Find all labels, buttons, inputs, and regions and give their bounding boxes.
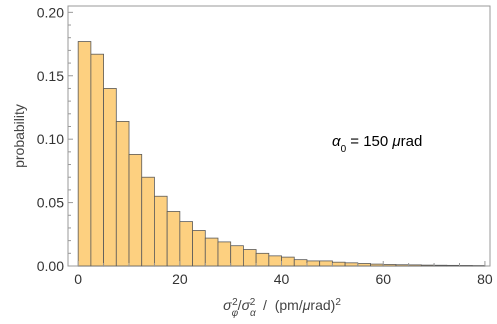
x-tick-label: 0 xyxy=(74,271,82,287)
x-axis-label: σφ2/σα2 / (pm/μrad)2 xyxy=(223,297,341,319)
histogram-bar xyxy=(331,261,346,267)
x-tick-label: 20 xyxy=(172,271,188,287)
histogram-bar xyxy=(382,264,397,267)
histogram-bar xyxy=(179,221,193,267)
histogram-bars xyxy=(77,41,486,267)
histogram-bar xyxy=(268,255,282,267)
histogram-bar xyxy=(306,260,321,267)
histogram-bar xyxy=(433,264,448,267)
histogram-bar xyxy=(459,265,473,267)
y-tick-label: 0.05 xyxy=(37,195,64,211)
histogram-bar xyxy=(128,153,143,267)
histogram-bar xyxy=(357,263,371,267)
histogram-bar xyxy=(217,241,232,267)
histogram-bar xyxy=(243,249,257,267)
histogram-bar xyxy=(90,53,104,267)
histogram-bar xyxy=(319,260,333,267)
y-tick-label: 0.00 xyxy=(37,258,64,274)
histogram-bar xyxy=(446,264,460,267)
histogram-bar xyxy=(420,264,435,267)
x-tick-label: 60 xyxy=(375,271,391,287)
histogram-bar xyxy=(344,262,359,267)
histogram-bar xyxy=(204,237,219,267)
histogram-bar xyxy=(192,230,206,267)
histogram-bar xyxy=(395,264,410,267)
histogram-bar xyxy=(154,195,168,267)
histogram-bar xyxy=(141,176,155,267)
histogram-bar xyxy=(77,41,92,267)
histogram-bar xyxy=(230,245,244,267)
y-tick-label: 0.10 xyxy=(37,131,64,147)
y-axis-ticks: 0.00 0.05 0.10 0.15 0.20 xyxy=(37,4,73,274)
histogram-bar xyxy=(408,264,422,267)
x-tick-label: 80 xyxy=(477,271,493,287)
histogram-bar xyxy=(281,256,295,267)
histogram-bar xyxy=(115,121,130,267)
y-axis-label: probability xyxy=(11,104,27,168)
histogram-bar xyxy=(166,211,181,267)
x-tick-label: 40 xyxy=(274,271,290,287)
x-axis-ticks: 0 20 40 60 80 xyxy=(74,261,493,287)
histogram-bar xyxy=(103,88,117,267)
y-tick-label: 0.15 xyxy=(37,68,64,84)
histogram-bar xyxy=(370,263,384,267)
y-tick-label: 0.20 xyxy=(37,4,64,20)
histogram-bar xyxy=(293,259,308,267)
annotation-label: α0 = 150 μrad xyxy=(332,133,422,155)
histogram-bar xyxy=(255,252,270,267)
